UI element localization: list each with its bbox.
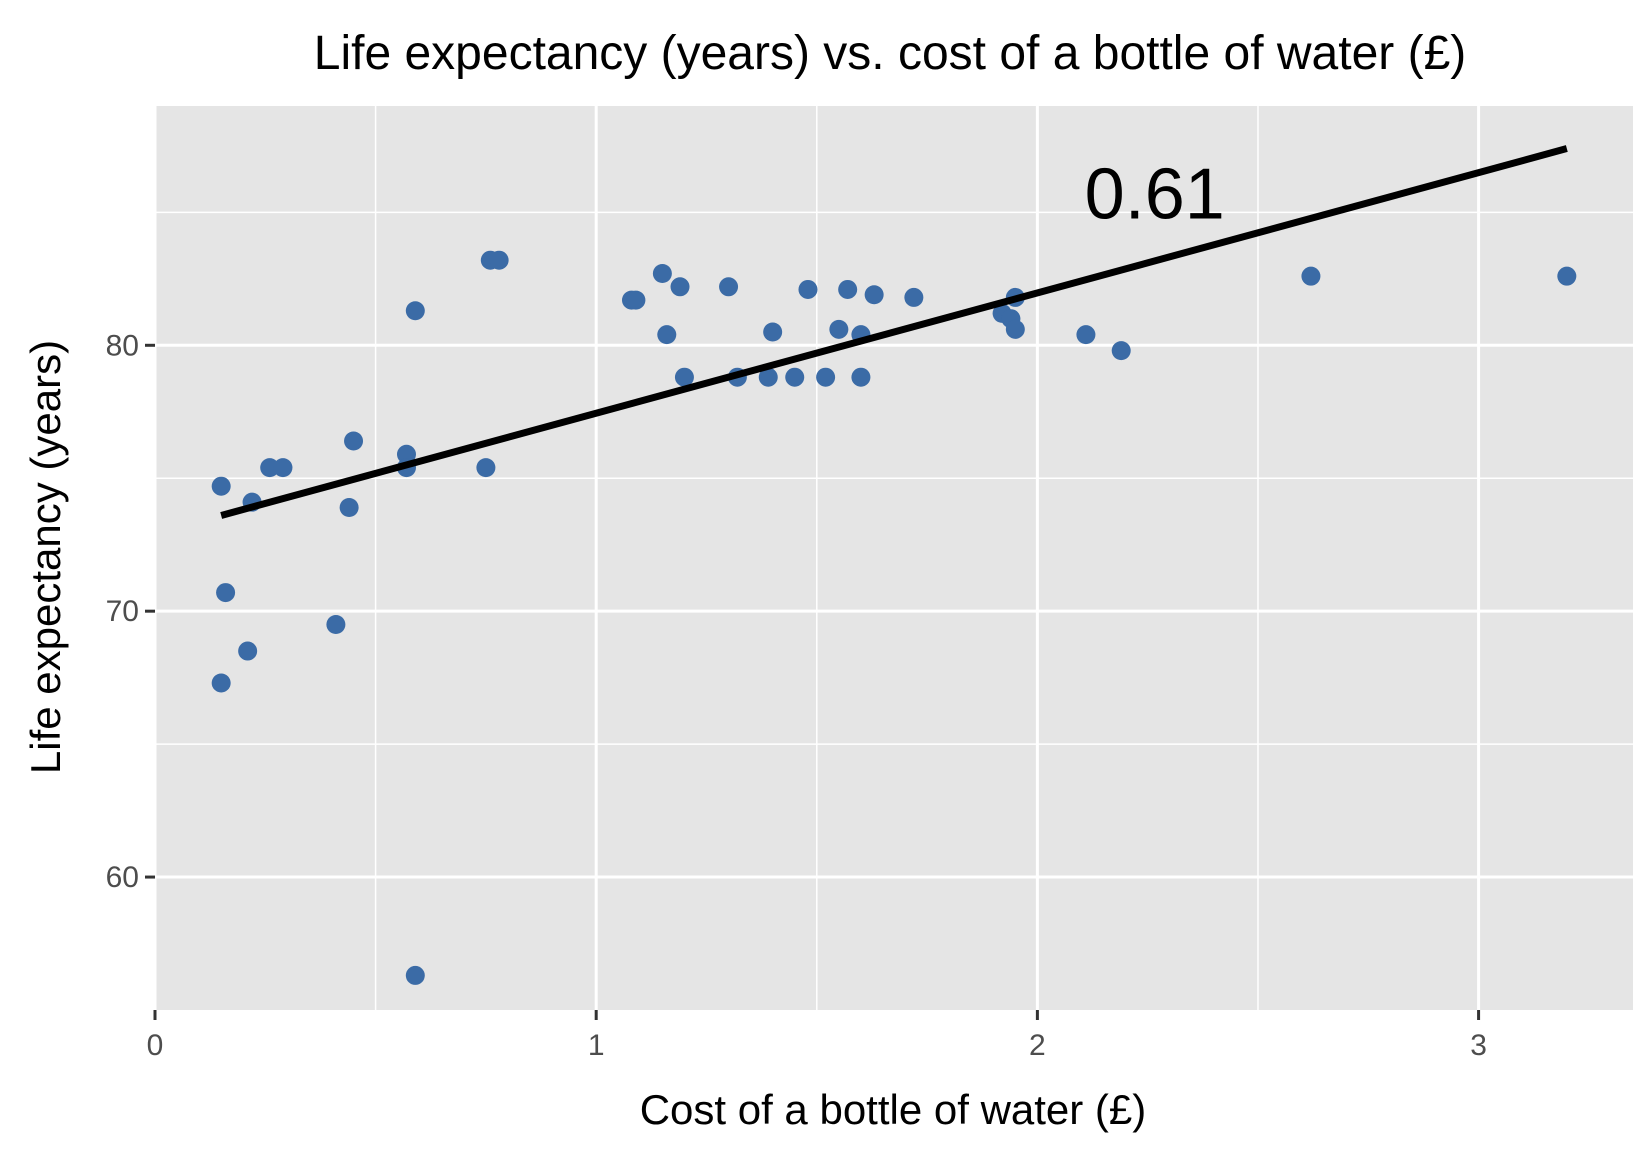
data-point — [405, 301, 425, 321]
data-point — [829, 319, 849, 339]
data-point — [1111, 341, 1131, 361]
x-axis: 0 1 2 3 — [147, 1010, 1487, 1062]
correlation-annotation: 0.61 — [1085, 155, 1225, 235]
data-point — [489, 250, 509, 270]
data-point — [838, 279, 858, 299]
data-point — [216, 583, 236, 603]
data-point — [758, 367, 778, 387]
data-point — [851, 367, 871, 387]
data-point — [785, 367, 805, 387]
data-point — [238, 641, 258, 661]
y-tick-label: 60 — [106, 861, 139, 894]
data-point — [1005, 319, 1025, 339]
data-point — [339, 497, 359, 517]
x-tick-label: 1 — [588, 1029, 605, 1062]
data-point — [344, 431, 364, 451]
data-point — [670, 277, 690, 297]
y-axis: 60 70 80 — [106, 329, 155, 894]
data-point — [719, 277, 739, 297]
data-point — [1557, 266, 1577, 286]
data-point — [405, 965, 425, 985]
x-tick-label: 2 — [1029, 1029, 1046, 1062]
data-point — [273, 458, 293, 478]
data-point — [657, 325, 677, 345]
data-point — [326, 614, 346, 634]
data-point — [674, 367, 694, 387]
minor-gridlines — [155, 106, 1633, 1010]
data-point — [211, 476, 231, 496]
y-axis-title: Life expectancy (years) — [22, 340, 69, 774]
x-tick-label: 3 — [1470, 1029, 1487, 1062]
data-point — [260, 458, 280, 478]
x-tick-label: 0 — [147, 1029, 164, 1062]
data-point — [396, 444, 416, 464]
data-point — [798, 279, 818, 299]
data-point — [763, 322, 783, 342]
trend-line — [220, 145, 1568, 519]
data-point — [211, 673, 231, 693]
chart-title: Life expectancy (years) vs. cost of a bo… — [314, 27, 1467, 80]
data-point — [816, 367, 836, 387]
data-point — [904, 287, 924, 307]
major-gridlines — [153, 106, 1633, 1010]
data-point — [626, 290, 646, 310]
x-axis-title: Cost of a bottle of water (£) — [640, 1086, 1147, 1133]
plot-panel — [155, 106, 1633, 1010]
data-point — [1076, 325, 1096, 345]
data-point — [652, 264, 672, 284]
data-point — [864, 285, 884, 305]
data-point — [1301, 266, 1321, 286]
y-tick-label: 70 — [106, 595, 139, 628]
data-point — [476, 458, 496, 478]
y-tick-label: 80 — [106, 329, 139, 362]
